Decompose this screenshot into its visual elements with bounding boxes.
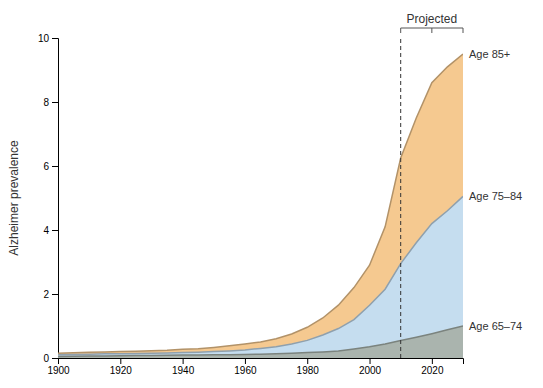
- x-tick-label: 2020: [421, 365, 444, 376]
- y-tick-label: 4: [43, 225, 49, 236]
- y-axis-line: [52, 39, 59, 359]
- x-tick: 1940: [172, 358, 195, 376]
- y-tick: 6: [43, 161, 58, 172]
- x-tick: 1980: [297, 358, 320, 376]
- projection-line: [400, 38, 401, 358]
- x-tick: 1920: [110, 358, 133, 376]
- x-tick-mark: [120, 358, 121, 364]
- x-tick: 2020: [421, 358, 444, 376]
- y-tick-mark: [52, 166, 58, 167]
- x-tick-mark: [183, 358, 184, 364]
- y-tick: 8: [43, 97, 58, 108]
- x-tick-label: 1960: [234, 365, 257, 376]
- annotation: Projected: [406, 12, 457, 26]
- x-tick-mark: [432, 358, 433, 364]
- area: [58, 196, 463, 358]
- y-tick-mark: [52, 102, 58, 103]
- y-tick-label: 0: [43, 353, 49, 364]
- y-tick-label: 2: [43, 289, 49, 300]
- y-tick: 2: [43, 289, 58, 300]
- y-axis: 0 2 4 6 8 10: [38, 33, 59, 364]
- series-label: Age 75–84: [469, 190, 522, 202]
- x-tick-label: 1940: [172, 365, 195, 376]
- area: [58, 54, 463, 358]
- plot: 1900 1920 1940 1960 1980 2000 2020 0 2 4 6 8 10 Alzhe…: [7, 12, 522, 376]
- x-tick-mark: [245, 358, 246, 364]
- x-tick: 2000: [359, 358, 382, 376]
- x-tick-mark: [370, 358, 371, 364]
- x-tick-label: 1920: [110, 365, 133, 376]
- x-tick-label: 1980: [297, 365, 320, 376]
- marks: [58, 38, 463, 358]
- chart: 1900 1920 1940 1960 1980 2000 2020 0 2 4 6 8 10 Alzhe…: [0, 0, 543, 388]
- y-tick-mark: [52, 38, 58, 39]
- x-axis-line: [59, 359, 464, 365]
- bracket-tick: [431, 28, 432, 33]
- y-tick-mark: [52, 230, 58, 231]
- y-tick: 4: [43, 225, 58, 236]
- y-tick-mark: [52, 294, 58, 295]
- x-tick: 1960: [234, 358, 257, 376]
- x-tick: 1900: [47, 358, 70, 376]
- y-axis-title: Alzheimer prevalence: [7, 140, 21, 256]
- x-tick-label: 2000: [359, 365, 382, 376]
- line: [58, 326, 463, 356]
- x-tick-label: 1900: [47, 365, 70, 376]
- line: [58, 54, 463, 353]
- y-tick-label: 6: [43, 161, 49, 172]
- y-tick-label: 8: [43, 97, 49, 108]
- bracket-tick: [463, 28, 464, 33]
- line: [58, 196, 463, 354]
- bracket-tick: [400, 28, 401, 33]
- projection-bracket: [401, 28, 463, 33]
- series-label: Age 65–74: [469, 320, 522, 332]
- y-tick: 0: [43, 353, 58, 364]
- y-tick-mark: [52, 358, 58, 359]
- y-tick-label: 10: [38, 33, 50, 44]
- y-tick: 10: [38, 33, 58, 44]
- series-label: Age 85+: [469, 48, 510, 60]
- x-tick-mark: [307, 358, 308, 364]
- x-axis: 1900 1920 1940 1960 1980 2000 2020: [47, 358, 463, 376]
